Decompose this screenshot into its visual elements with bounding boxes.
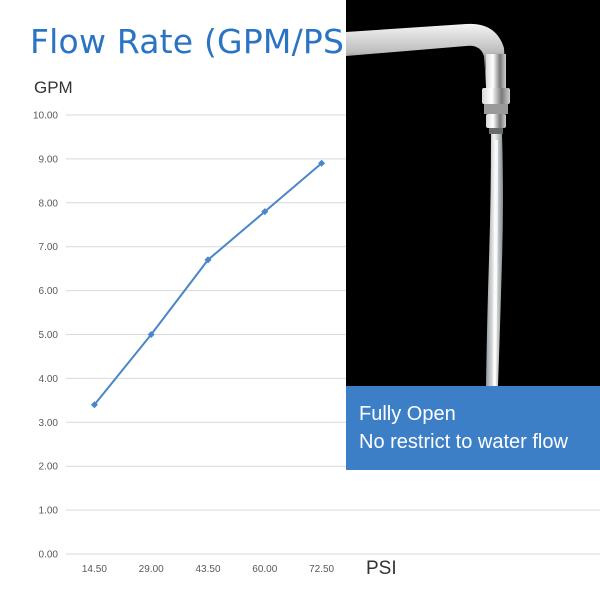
- y-axis-label: GPM: [34, 78, 73, 97]
- data-point-marker: [204, 256, 212, 264]
- x-tick-label: 43.50: [195, 564, 220, 575]
- y-tick-labels: 0.00 1.00 2.00 3.00 4.00 5.00 6.00 7.00 8.00 9.00…: [33, 111, 58, 561]
- chart-title: Flow Rate (GPM/PSI): [30, 22, 368, 61]
- y-tick-label: 8.00: [39, 198, 59, 209]
- y-tick-label: 9.00: [39, 154, 59, 165]
- data-point-marker: [261, 208, 269, 216]
- x-tick-label: 72.50: [309, 564, 334, 575]
- x-tick-label: 60.00: [252, 564, 277, 575]
- x-tick-labels: 14.50 29.00 43.50 60.00 72.50: [82, 564, 335, 575]
- y-tick-label: 3.00: [39, 418, 59, 429]
- caption-line-1: Fully Open: [359, 403, 456, 425]
- faucet-illustration: [346, 23, 510, 386]
- y-tick-label: 7.00: [39, 242, 59, 253]
- y-tick-label: 10.00: [33, 111, 58, 122]
- x-tick-label: 14.50: [82, 564, 107, 575]
- y-tick-label: 6.00: [39, 286, 59, 297]
- data-point-marker: [147, 331, 155, 338]
- caption-line-2: No restrict to water flow: [359, 431, 568, 453]
- series-line: [93, 162, 323, 406]
- series-line-group: [90, 159, 326, 409]
- faucet-photo: [346, 0, 600, 386]
- y-tick-label: 4.00: [39, 374, 59, 385]
- y-tick-label: 5.00: [39, 330, 59, 341]
- x-axis-label: PSI: [366, 558, 397, 579]
- y-tick-label: 1.00: [39, 506, 59, 517]
- caption-box: Fully Open No restrict to water flow: [346, 386, 600, 470]
- y-tick-label: 0.00: [39, 550, 59, 561]
- data-point-marker: [318, 159, 326, 167]
- y-tick-label: 2.00: [39, 462, 59, 473]
- x-tick-label: 29.00: [139, 564, 164, 575]
- data-point-marker: [90, 401, 98, 409]
